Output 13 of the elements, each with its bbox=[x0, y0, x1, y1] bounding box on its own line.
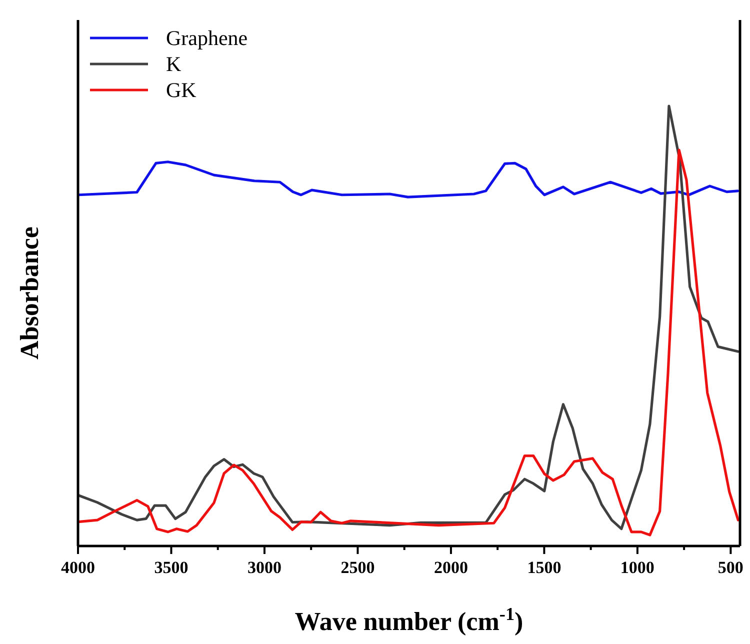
legend-label: GK bbox=[166, 78, 196, 102]
x-tick-label: 2500 bbox=[340, 558, 375, 577]
legend-label: Graphene bbox=[166, 26, 248, 50]
x-tick-label: 2000 bbox=[434, 558, 468, 577]
x-tick-label: 3500 bbox=[154, 558, 188, 577]
legend-label: K bbox=[166, 52, 182, 76]
x-tick-label: 3000 bbox=[247, 558, 282, 577]
x-tick-label: 1000 bbox=[620, 558, 654, 577]
x-tick-label: 1500 bbox=[527, 558, 562, 577]
y-axis-title: Absorbance bbox=[15, 226, 44, 360]
x-axis-title: Wave number (cm$^{-1}$) bbox=[294, 604, 524, 636]
x-tick-label: 500 bbox=[718, 558, 744, 577]
x-tick-label: 4000 bbox=[61, 558, 95, 577]
